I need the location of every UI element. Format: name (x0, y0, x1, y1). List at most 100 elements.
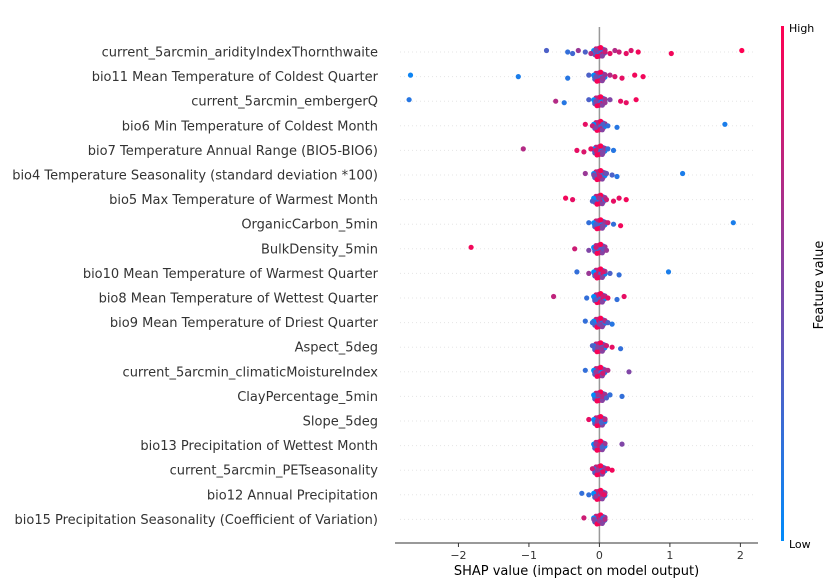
shap-point (618, 98, 624, 104)
shap-point (588, 146, 594, 152)
shap-point (593, 47, 599, 54)
shap-point (601, 492, 607, 498)
shap-point (607, 72, 613, 78)
shap-point (594, 152, 600, 158)
shap-point (607, 50, 613, 57)
shap-point (600, 121, 606, 127)
shap-point (602, 416, 608, 423)
shap-point (605, 320, 611, 326)
shap-point (618, 346, 624, 352)
shap-point (581, 515, 587, 521)
feature-label: bio10 Mean Temperature of Warmest Quarte… (83, 267, 379, 282)
feature-label: bio9 Mean Temperature of Driest Quarter (110, 316, 379, 331)
shap-point (582, 121, 588, 127)
shap-point (602, 49, 608, 55)
feature-label: current_5arcmin_climaticMoistureIndex (123, 365, 379, 380)
shap-point (591, 516, 597, 523)
feature-label: bio4 Temperature Seasonality (standard d… (12, 169, 378, 184)
x-tick-label: −1 (521, 549, 537, 562)
shap-point (406, 97, 412, 103)
shap-point (593, 244, 599, 250)
feature-label: bio11 Mean Temperature of Coldest Quarte… (92, 70, 379, 85)
feature-label: bio6 Min Temperature of Coldest Month (122, 119, 378, 134)
shap-point (605, 123, 611, 129)
shap-point (619, 75, 625, 81)
colorbar-high-label: High (789, 22, 814, 35)
shap-point (593, 124, 599, 130)
shap-point (598, 94, 604, 100)
shap-point (582, 367, 588, 373)
shap-point (543, 47, 550, 54)
shap-point (633, 97, 639, 103)
shap-point (616, 195, 622, 201)
shap-point (589, 198, 596, 204)
shap-point (598, 438, 604, 444)
shap-point (599, 299, 605, 305)
shap-point (680, 170, 686, 177)
shap-point (600, 75, 606, 81)
shap-point (599, 496, 605, 502)
row-guidelines (400, 51, 753, 520)
feature-label: Slope_5deg (303, 415, 378, 430)
shap-point (609, 321, 615, 327)
feature-label: current_5arcmin_aridityIndexThornthwaite (102, 46, 378, 61)
shap-point (628, 47, 634, 54)
shap-point (589, 466, 596, 472)
shap-point (600, 269, 606, 275)
shap-point (596, 173, 603, 180)
shap-point (602, 516, 608, 523)
shap-point (593, 98, 599, 104)
shap-point (598, 340, 604, 346)
shap-point (551, 293, 557, 300)
shap-point (407, 72, 414, 78)
shap-point (598, 419, 605, 426)
shap-point (579, 490, 585, 496)
shap-point (586, 72, 592, 78)
shap-point (584, 295, 590, 301)
shap-point (616, 272, 622, 278)
shap-point (614, 173, 620, 180)
x-axis: −2 −1 0 1 2 (395, 542, 758, 562)
shap-point (593, 272, 599, 278)
feature-label: bio12 Annual Precipitation (207, 488, 378, 503)
feature-label: Aspect_5deg (295, 341, 378, 356)
shap-point (598, 143, 604, 149)
shap-point (598, 346, 605, 352)
shap-point (593, 74, 599, 80)
shap-point (609, 344, 615, 350)
shap-point (599, 274, 605, 280)
shap-point (621, 293, 627, 300)
shap-point (607, 392, 613, 398)
shap-point (598, 217, 604, 223)
shap-point (610, 147, 617, 153)
shap-point (596, 518, 603, 524)
shap-point (570, 50, 576, 57)
shap-point (586, 220, 592, 226)
shap-point (623, 197, 629, 203)
shap-point (594, 201, 600, 207)
shap-point (593, 369, 599, 375)
shap-point (623, 100, 629, 106)
shap-point (600, 223, 606, 229)
shap-point (594, 103, 600, 109)
x-axis-title: SHAP value (impact on model output) (454, 564, 699, 579)
shap-point (722, 121, 728, 127)
shap-point (594, 422, 600, 429)
shap-point (594, 467, 600, 473)
shap-point (520, 146, 526, 152)
shap-point (605, 367, 611, 373)
shap-point (575, 47, 581, 54)
shap-point (610, 221, 617, 227)
shap-point (594, 250, 600, 256)
shap-point (600, 293, 606, 300)
shap-point (565, 75, 571, 81)
shap-point (599, 397, 605, 403)
shap-point (599, 53, 605, 59)
shap-point (598, 168, 604, 174)
shap-point (600, 149, 606, 155)
shap-point (665, 269, 672, 275)
shap-point (586, 270, 592, 276)
shap-point (602, 100, 608, 106)
shap-point (599, 444, 605, 450)
shap-point (603, 170, 610, 177)
